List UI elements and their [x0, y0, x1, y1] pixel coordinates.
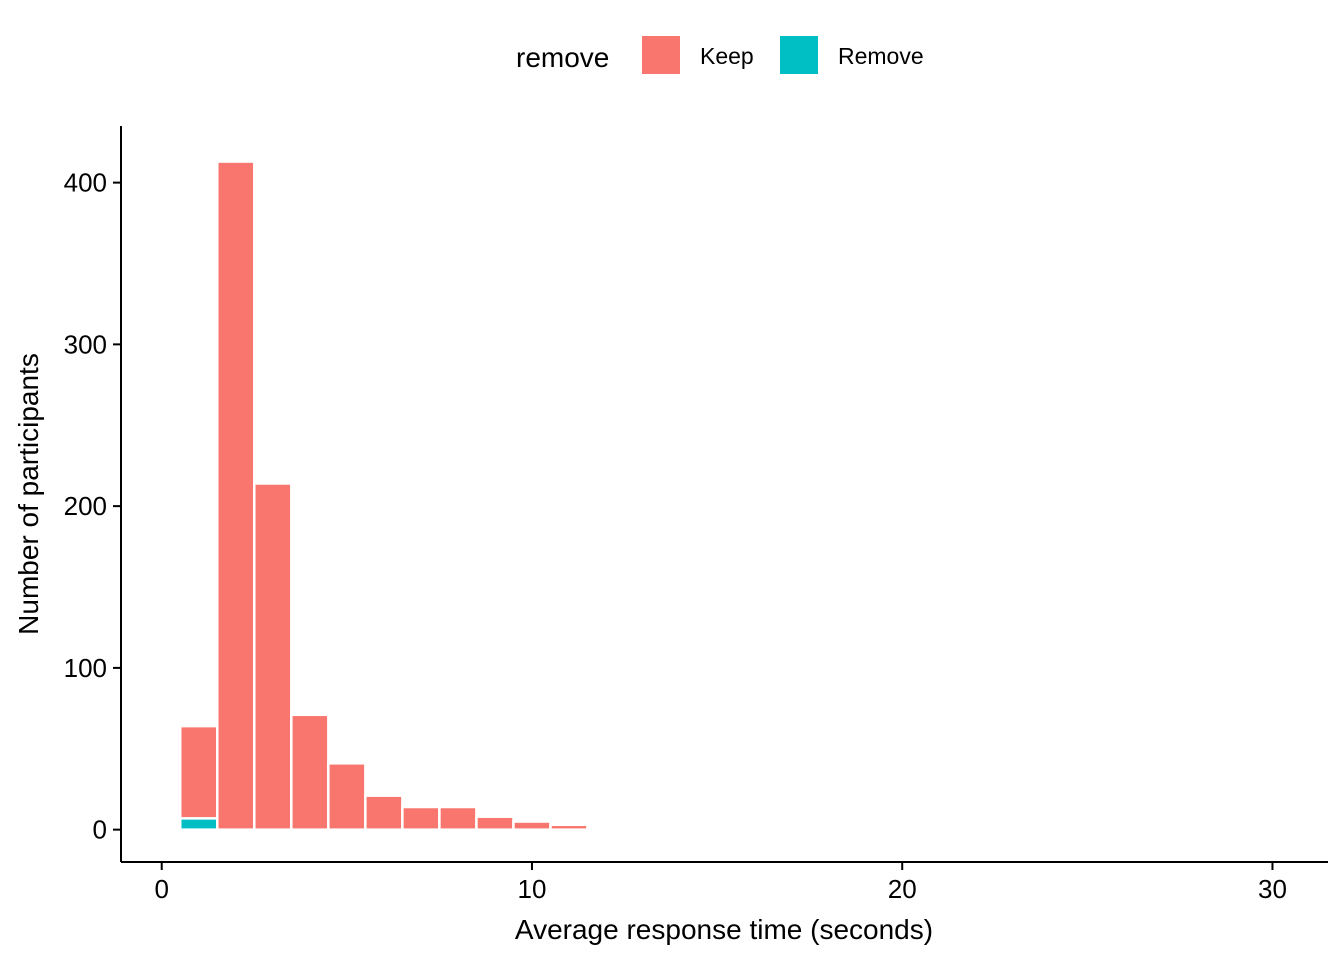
bar-keep-bin-9 — [475, 815, 515, 831]
bar-keep-bin-3 — [253, 482, 293, 831]
y-axis-ticks: 0 100 200 300 400 — [64, 168, 121, 845]
legend-title: remove — [516, 42, 609, 73]
bar-keep-bin-2 — [216, 160, 256, 831]
bar-keep-bin-15 — [697, 826, 737, 831]
x-tick-label: 0 — [154, 874, 168, 904]
bar-keep-bin-11 — [549, 823, 589, 831]
legend-label-remove: Remove — [838, 43, 924, 69]
legend: remove Keep Remove — [516, 36, 924, 74]
bar-keep-bin-7 — [401, 805, 441, 831]
y-tick-label: 0 — [93, 815, 107, 845]
x-axis-title: Average response time (seconds) — [515, 914, 933, 945]
bar-keep-bin-8 — [438, 805, 478, 831]
y-tick-label: 100 — [64, 653, 107, 683]
y-tick-label: 200 — [64, 491, 107, 521]
bar-keep-bin-10 — [512, 820, 552, 831]
bar-remove-bin-1 — [178, 817, 219, 831]
bar-keep-bin-4 — [290, 713, 330, 831]
x-axis-ticks: 0 10 20 30 — [154, 862, 1287, 904]
x-tick-label: 10 — [518, 874, 547, 904]
legend-key-remove — [780, 36, 818, 74]
x-tick-label: 20 — [888, 874, 917, 904]
legend-key-keep — [642, 36, 680, 74]
y-tick-label: 400 — [64, 168, 107, 198]
bars — [178, 160, 1108, 831]
y-tick-label: 300 — [64, 329, 107, 359]
legend-label-keep: Keep — [700, 43, 754, 69]
bar-keep-bin-5 — [327, 762, 367, 831]
bar-keep-bin-6 — [364, 794, 404, 831]
x-tick-label: 30 — [1258, 874, 1287, 904]
bar-keep-bin-1 — [178, 724, 219, 820]
bar-keep-bin-12 — [586, 826, 626, 831]
bar-keep-bin-25 — [1067, 826, 1108, 831]
y-axis-title: Number of participants — [13, 353, 44, 635]
